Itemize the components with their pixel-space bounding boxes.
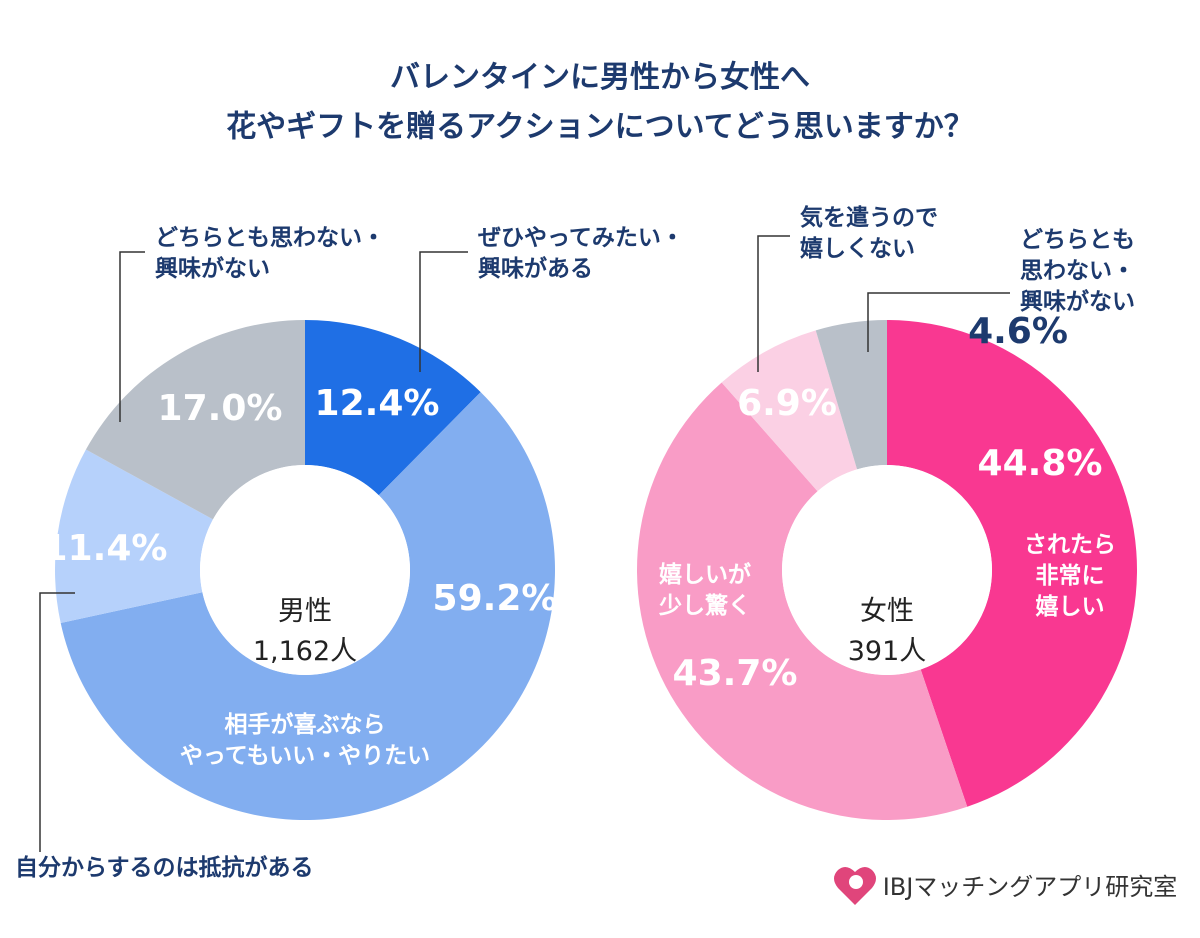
leader-line bbox=[867, 292, 1010, 352]
value-label: 4.6% bbox=[968, 311, 1068, 352]
donut-segment bbox=[305, 320, 481, 496]
leader-line bbox=[119, 251, 145, 422]
logo-text: IBJマッチングアプリ研究室 bbox=[883, 873, 1178, 901]
leader-line bbox=[39, 592, 75, 852]
value-label: 11.4% bbox=[43, 528, 168, 569]
title: バレンタインに男性から女性へ花やギフトを贈るアクションについてどう思いますか？ bbox=[226, 60, 974, 145]
donut-segment bbox=[85, 320, 305, 520]
donut-hole bbox=[782, 465, 992, 675]
donut-segment bbox=[637, 382, 968, 821]
value-label: 44.8% bbox=[978, 443, 1103, 484]
category-label: 自分からするのは抵抗がある bbox=[15, 854, 314, 881]
leader-line bbox=[757, 235, 790, 372]
value-label: 12.4% bbox=[315, 383, 440, 424]
leader-line bbox=[419, 251, 468, 372]
donut-segment bbox=[887, 320, 1137, 807]
value-label: 59.2% bbox=[433, 578, 558, 619]
category-label: 気を遣うので嬉しくない bbox=[800, 204, 938, 262]
center-sublabel: 1,162人 bbox=[253, 636, 357, 667]
category-label: どちらとも思わない・興味がない bbox=[155, 225, 385, 282]
category-label: 相手が喜ぶならやってもいい・やりたい bbox=[180, 711, 430, 769]
value-label: 43.7% bbox=[673, 653, 798, 694]
value-label: 17.0% bbox=[158, 388, 283, 429]
category-label: 嬉しいが少し驚く bbox=[658, 561, 751, 619]
center-label: 女性 bbox=[860, 596, 914, 627]
value-label: 6.9% bbox=[737, 383, 837, 424]
donut-segment bbox=[60, 392, 555, 820]
category-label: どちらとも思わない・興味がない bbox=[1020, 227, 1135, 315]
donut-segment bbox=[54, 449, 213, 624]
center-sublabel: 391人 bbox=[848, 636, 927, 667]
donut-segment bbox=[815, 320, 887, 470]
donut-hole bbox=[200, 465, 410, 675]
center-label: 男性 bbox=[278, 596, 332, 627]
logo-icon bbox=[834, 866, 876, 905]
category-label: されたら非常に嬉しい bbox=[1024, 532, 1116, 620]
donut-segment bbox=[721, 330, 858, 492]
category-label: ぜひやってみたい・興味がある bbox=[478, 225, 684, 282]
